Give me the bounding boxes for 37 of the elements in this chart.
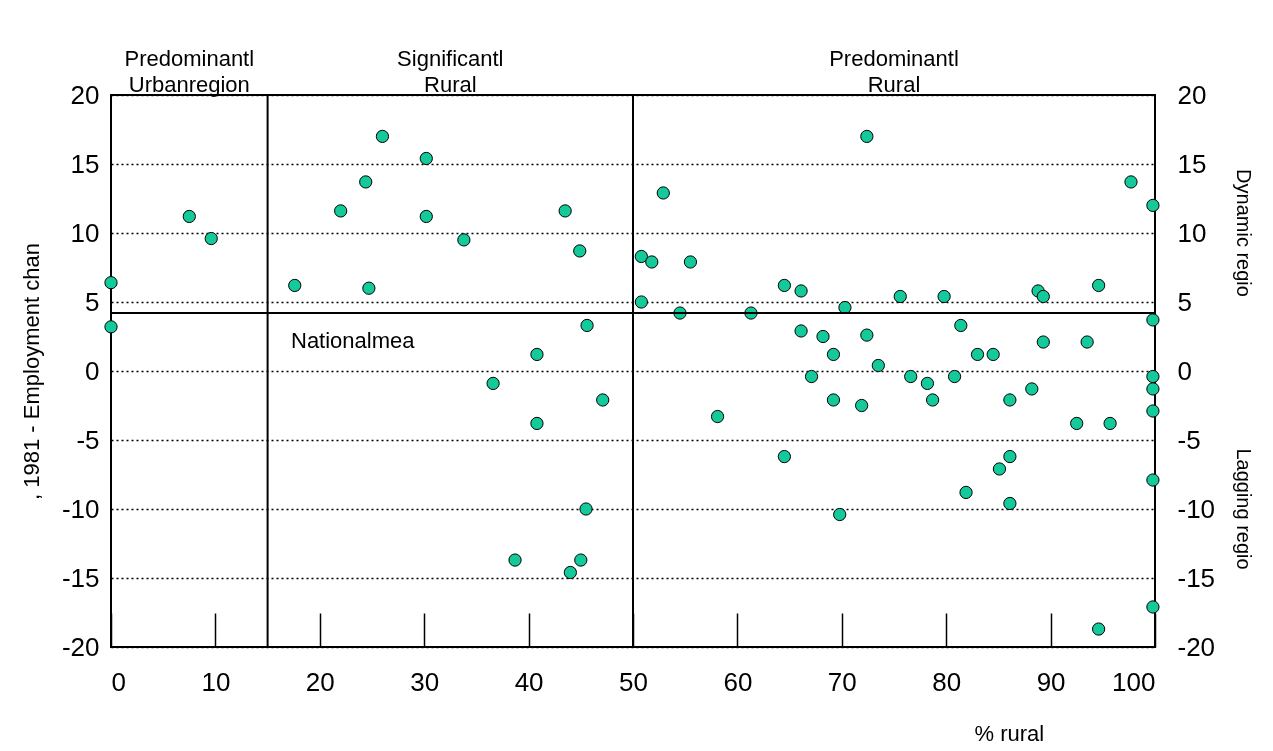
ref-line-label: Nationalmea bbox=[291, 328, 416, 354]
y2-tick-label: -15 bbox=[1177, 562, 1216, 593]
x-tick-label: 0 bbox=[111, 666, 126, 697]
y-tick-label: -5 bbox=[76, 424, 100, 455]
annotation: Predominantl Urbanregion bbox=[124, 46, 255, 97]
x-tick-label: 100 bbox=[1112, 666, 1156, 697]
y2-tick-label: -5 bbox=[1177, 424, 1201, 455]
y-tick-label: -20 bbox=[61, 631, 100, 662]
y2-tick-label: 0 bbox=[1177, 355, 1192, 386]
y-tick-label: 5 bbox=[85, 286, 100, 317]
x-tick-label: 70 bbox=[827, 666, 857, 697]
y2-tick-label: 15 bbox=[1177, 148, 1207, 179]
x-tick-label: 50 bbox=[619, 666, 648, 697]
y2-tick-label: 20 bbox=[1177, 79, 1207, 110]
x-tick-label: 10 bbox=[201, 666, 231, 697]
annotation: Predominantl Rural bbox=[829, 46, 959, 97]
y-tick-label: 0 bbox=[85, 355, 100, 386]
y-tick-label: 15 bbox=[70, 148, 100, 179]
y-tick-label: 20 bbox=[70, 79, 100, 110]
x-tick-label: 60 bbox=[723, 666, 753, 697]
x-axis-title: % rural bbox=[974, 720, 1045, 746]
text: Dynamic regio bbox=[1233, 169, 1255, 297]
x-tick-label: 90 bbox=[1036, 666, 1066, 697]
x-tick-label: 40 bbox=[514, 666, 544, 697]
y2-tick-label: 5 bbox=[1177, 286, 1192, 317]
y-tick-label: -15 bbox=[61, 562, 100, 593]
x-tick-label: 30 bbox=[410, 666, 440, 697]
y-tick-label: 10 bbox=[70, 217, 100, 248]
y-tick-label: -10 bbox=[61, 493, 100, 524]
y2-tick-label: 10 bbox=[1177, 217, 1207, 248]
x-tick-label: 80 bbox=[932, 666, 962, 697]
text: Lagging regio bbox=[1233, 448, 1255, 570]
y-axis-title: , 1981 - Employment chan bbox=[18, 243, 44, 500]
x-tick-label: 20 bbox=[305, 666, 335, 697]
y2-tick-label: -10 bbox=[1177, 493, 1216, 524]
y2-tick-label: -20 bbox=[1177, 631, 1216, 662]
annotation: Significantl Rural bbox=[397, 46, 504, 97]
